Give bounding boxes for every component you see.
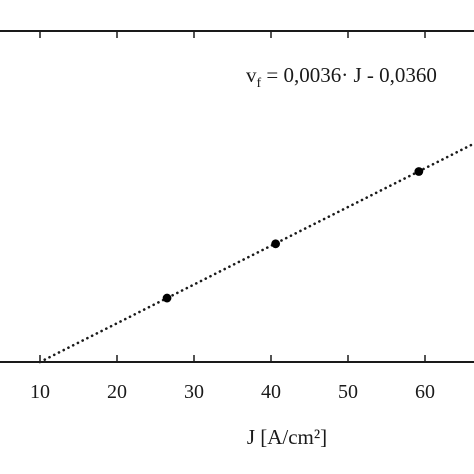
x-tick-label: 20 (107, 381, 127, 403)
fit-line (38, 142, 474, 364)
ticks-layer: 102030405060708090 (30, 31, 435, 403)
x-tick-label: 30 (184, 381, 204, 403)
x-axis-label: J [A/cm²] (247, 425, 327, 449)
points-layer (162, 167, 424, 303)
data-point (414, 167, 424, 176)
x-tick-label: 40 (261, 381, 281, 403)
fit-equation-main: v (246, 63, 257, 87)
data-point (162, 293, 172, 303)
fit-equation: vf = 0,0036· J - 0,0360 (246, 63, 437, 91)
x-tick-label: 10 (30, 381, 50, 403)
x-tick-label: 60 (415, 381, 435, 403)
x-tick-label: 50 (338, 381, 358, 403)
fit-equation-rest: = 0,0036· J - 0,0360 (261, 63, 437, 87)
axes (0, 30, 474, 363)
fit-layer (38, 142, 474, 364)
data-point (271, 239, 281, 249)
fit-equation-subscript: f (257, 76, 262, 91)
